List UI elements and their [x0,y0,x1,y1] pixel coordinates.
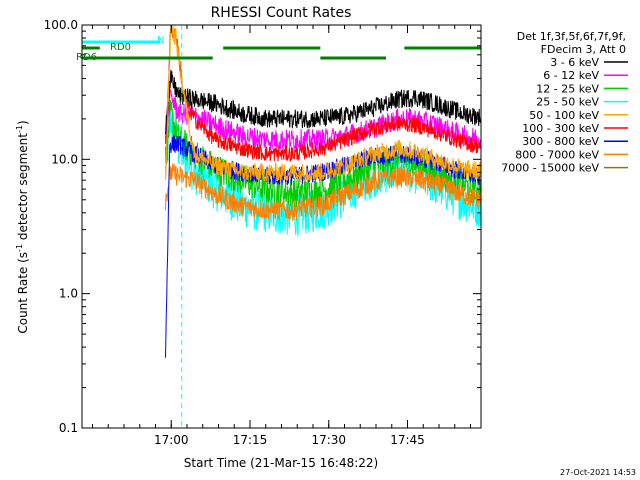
legend-entry: 50 - 100 keV [529,109,599,122]
x-axis-label: Start Time (21-Mar-15 16:48:22) [184,456,378,470]
chart-title: RHESSI Count Rates [211,5,352,21]
legend-entry: 100 - 300 keV [522,122,599,135]
series-line [165,25,481,162]
series-line [165,163,481,222]
legend-entry: 800 - 7000 keV [515,148,599,161]
x-tick-label: 17:00 [154,433,189,447]
legend-header-line1: Det 1f,3f,5f,6f,7f,9f, [517,30,626,43]
timestamp: 27-Oct-2021 14:53 [560,468,636,477]
series-line [165,69,481,134]
series-line [165,25,481,183]
attenuator-label: RD0 [110,42,131,53]
legend-header-line2: FDecim 3, Att 0 [541,43,626,56]
attenuator-label: N [157,35,164,46]
legend-entry: 3 - 6 keV [550,56,599,69]
x-tick-label: 17:15 [233,433,268,447]
y-tick-label: 10.0 [51,152,78,166]
legend-entry: 12 - 25 keV [536,82,599,95]
attenuator-label: RD6 [76,52,97,63]
legend-entry: 25 - 50 keV [536,96,599,109]
x-tick-label: 17:45 [390,433,425,447]
plot-frame [81,24,482,429]
y-tick-label: 0.1 [59,421,78,435]
legend-entry: 6 - 12 keV [543,69,599,82]
y-tick-label: 100.0 [44,18,78,32]
y-tick-label: 1.0 [59,287,78,301]
x-tick-label: 17:30 [311,433,346,447]
legend-entry: 7000 - 15000 keV [501,162,599,175]
y-axis-label: Count Rate (s-1 detector segment-1) [15,120,30,333]
legend-entry: 300 - 800 keV [522,135,599,148]
